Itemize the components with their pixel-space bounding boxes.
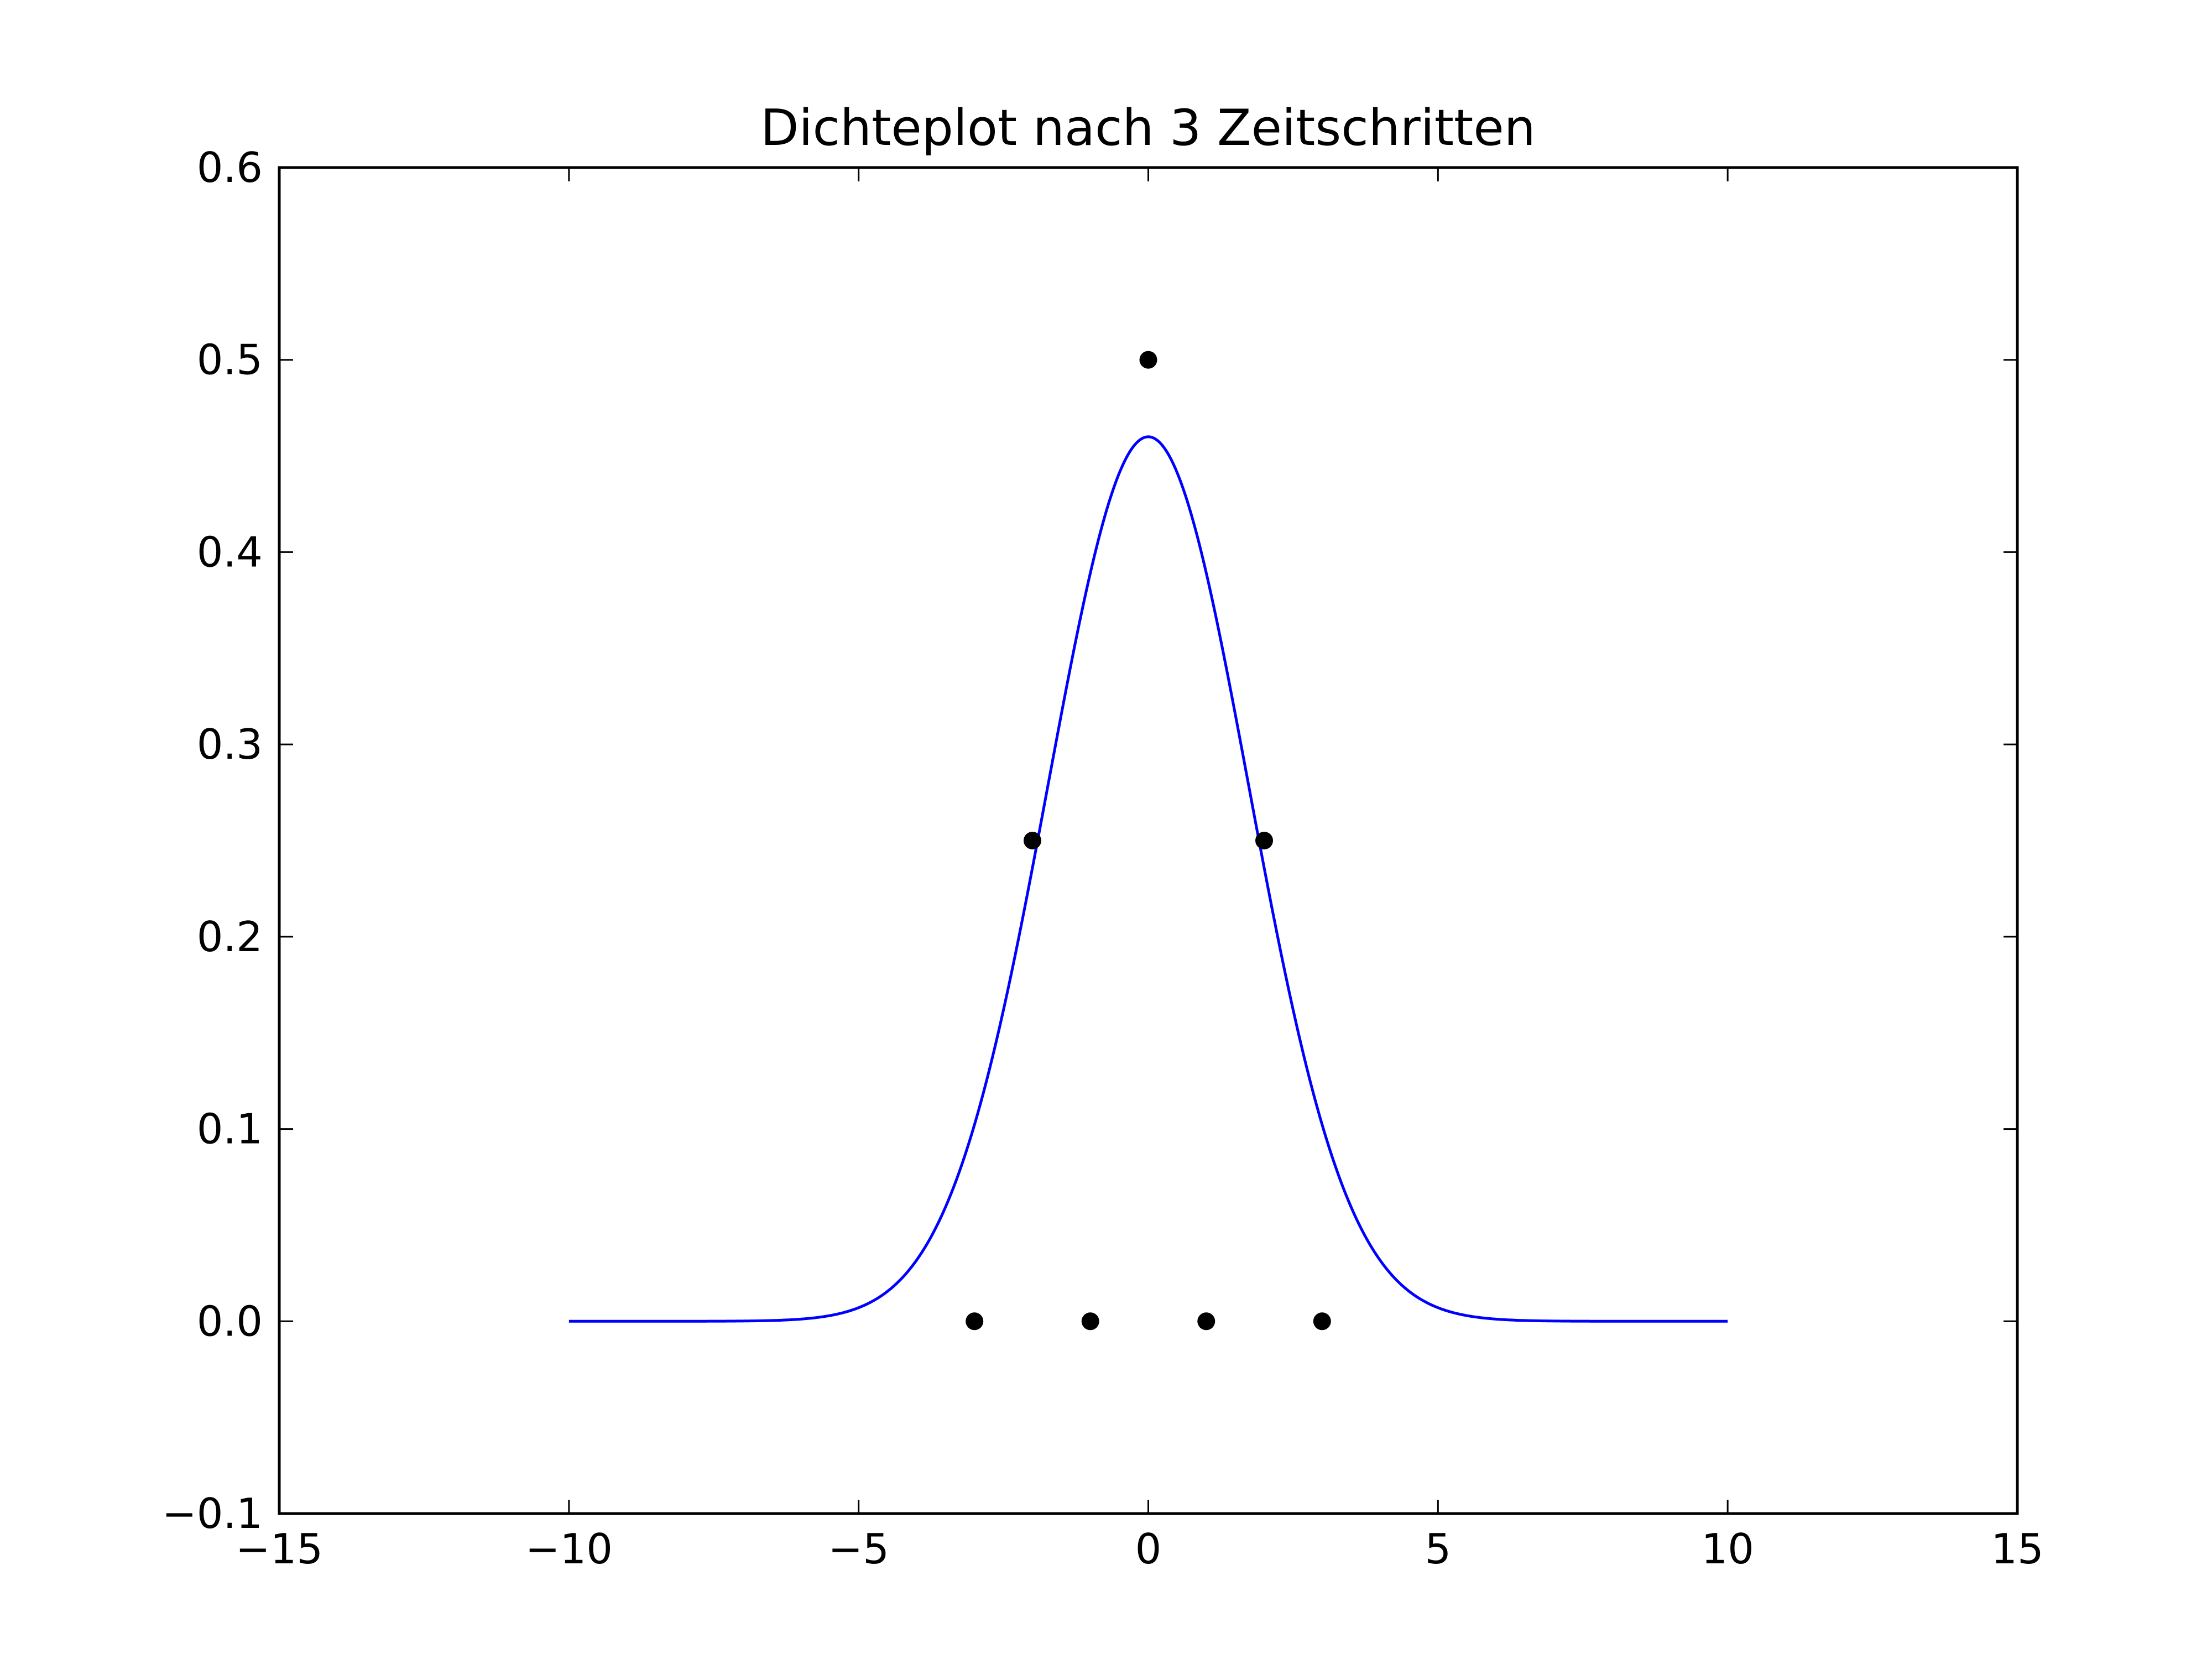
y-tick-label: 0.3	[197, 720, 263, 769]
y-tick-label: 0.6	[197, 143, 263, 192]
plot-content	[568, 351, 1728, 1331]
scatter-point-6	[1313, 1312, 1331, 1331]
y-tick-label: 0.2	[197, 912, 263, 961]
y-tick-label: 0.1	[197, 1105, 263, 1154]
x-tick-label: 5	[1425, 1525, 1451, 1573]
y-tick-label: 0.0	[197, 1297, 263, 1345]
y-tick-label: 0.5	[197, 336, 263, 384]
density-curve-line	[568, 435, 1728, 1323]
x-tick-label: 0	[1135, 1525, 1162, 1573]
plot-frame	[278, 166, 2019, 1515]
scatter-point-4	[1197, 1312, 1215, 1331]
y-tick-label: −0.1	[162, 1489, 263, 1538]
x-tick-label: −15	[236, 1525, 323, 1573]
scatter-point-0	[966, 1312, 984, 1331]
y-tick-label: 0.4	[197, 528, 263, 576]
x-tick-label: −10	[525, 1525, 613, 1573]
scatter-point-5	[1255, 832, 1274, 849]
scatter-point-1	[1023, 832, 1041, 849]
scatter-point-2	[1081, 1312, 1099, 1331]
x-tick-label: −5	[828, 1525, 889, 1573]
scatter-point-3	[1139, 351, 1157, 369]
chart-title: Dichteplot nach 3 Zeitschritten	[760, 99, 1536, 157]
ticks-layer: −15 −10 −5 0 5 10 15 −0.1 0.0 0.1 0.2 0.3 0.4 0.5 0.6	[162, 143, 2044, 1573]
x-tick-label: 10	[1701, 1525, 1754, 1573]
x-tick-label: 15	[1991, 1525, 2043, 1573]
